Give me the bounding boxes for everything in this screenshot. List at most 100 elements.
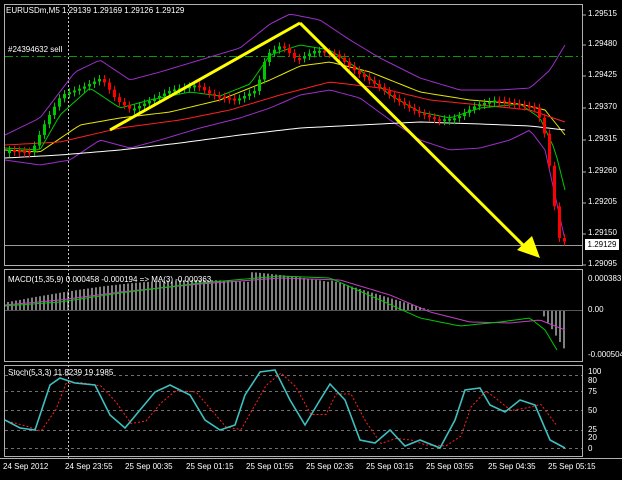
- bearish-candle: [293, 53, 296, 58]
- bearish-candle: [563, 238, 566, 242]
- bearish-candle: [228, 97, 231, 100]
- bearish-candle: [128, 105, 131, 109]
- bullish-candle: [443, 119, 446, 122]
- bullish-candle: [68, 92, 71, 95]
- bullish-candle: [238, 98, 241, 101]
- bullish-candle: [258, 79, 261, 91]
- bullish-candle: [133, 108, 136, 111]
- bearish-candle: [553, 165, 556, 207]
- bearish-candle: [323, 50, 326, 53]
- bullish-candle: [448, 118, 451, 121]
- price-label: 1.29260: [588, 166, 617, 175]
- time-label: 24 Sep 2012: [3, 462, 49, 471]
- time-label: 25 Sep 01:55: [246, 462, 294, 471]
- bearish-candle: [513, 102, 516, 105]
- time-label: 25 Sep 00:35: [125, 462, 173, 471]
- bearish-candle: [423, 113, 426, 116]
- bearish-candle: [428, 115, 431, 118]
- bearish-candle: [518, 103, 521, 106]
- stoch-title: Stoch(5,3,3) 11.8239 19.1985: [8, 368, 114, 377]
- bearish-candle: [103, 79, 106, 83]
- bullish-candle: [88, 84, 91, 87]
- bullish-candle: [278, 46, 281, 50]
- stoch-signal-line: [10, 372, 557, 447]
- stoch-main-line: [4, 369, 566, 450]
- time-label: 25 Sep 04:35: [488, 462, 536, 471]
- bullish-candle: [38, 134, 41, 146]
- bearish-candle: [393, 94, 396, 99]
- bearish-candle: [538, 107, 541, 118]
- bearish-candle: [363, 73, 366, 78]
- macd-label: -0.000504: [588, 350, 622, 359]
- bearish-candle: [118, 97, 121, 102]
- bullish-candle: [153, 98, 156, 101]
- bullish-candle: [58, 98, 61, 107]
- bullish-candle: [308, 53, 311, 56]
- price-label: 1.29425: [588, 70, 617, 79]
- current-price-tag: 1.29129: [585, 239, 619, 250]
- bearish-candle: [418, 110, 421, 114]
- bullish-candle: [458, 116, 461, 119]
- bullish-candle: [243, 96, 246, 99]
- bearish-candle: [23, 150, 26, 153]
- stoch-label: 20: [588, 433, 597, 442]
- macd-label: 0.000383: [588, 274, 622, 283]
- bullish-candle: [493, 100, 496, 103]
- bullish-candle: [273, 49, 276, 53]
- time-label: 24 Sep 23:55: [65, 462, 113, 471]
- bullish-candle: [453, 118, 456, 121]
- bullish-candle: [73, 90, 76, 93]
- stoch-label: 75: [588, 387, 597, 396]
- bullish-candle: [263, 62, 266, 80]
- bullish-candle: [98, 79, 101, 82]
- stoch-label: 0: [588, 444, 593, 453]
- macd-panel-frame: [4, 269, 583, 362]
- bearish-candle: [523, 104, 526, 107]
- time-label: 25 Sep 02:35: [306, 462, 354, 471]
- bearish-candle: [508, 101, 511, 104]
- bearish-candle: [298, 58, 301, 60]
- macd-label: 0.00: [588, 305, 604, 314]
- ma-white-line: [4, 121, 566, 159]
- bullish-candle: [43, 124, 46, 135]
- bearish-candle: [123, 102, 126, 106]
- bearish-candle: [413, 107, 416, 111]
- bearish-candle: [543, 117, 546, 134]
- bearish-candle: [498, 100, 501, 103]
- ma-red-line: [4, 81, 566, 146]
- bearish-candle: [533, 106, 536, 109]
- bearish-candle: [28, 151, 31, 154]
- bullish-candle: [488, 101, 491, 104]
- bearish-candle: [203, 87, 206, 91]
- bearish-candle: [108, 82, 111, 90]
- time-label: 25 Sep 03:15: [366, 462, 414, 471]
- price-label: 1.29515: [588, 9, 617, 18]
- bearish-candle: [198, 85, 201, 88]
- bearish-candle: [358, 70, 361, 74]
- time-label: 25 Sep 03:55: [426, 462, 474, 471]
- bullish-candle: [473, 106, 476, 110]
- macd-title: MACD(15,35,9) 0.000458 -0.000194 => MA(3…: [8, 275, 212, 284]
- bullish-candle: [158, 96, 161, 99]
- bullish-candle: [63, 93, 66, 99]
- bearish-candle: [388, 91, 391, 95]
- bullish-candle: [33, 145, 36, 152]
- time-label: 25 Sep 05:15: [548, 462, 596, 471]
- bearish-candle: [548, 133, 551, 166]
- ma-yellow-line: [4, 61, 566, 153]
- bearish-candle: [233, 98, 236, 101]
- bullish-candle: [478, 104, 481, 107]
- bearish-candle: [343, 57, 346, 62]
- bullish-candle: [193, 85, 196, 88]
- bearish-candle: [373, 80, 376, 84]
- bullish-candle: [468, 109, 471, 113]
- bearish-candle: [368, 77, 371, 81]
- bullish-candle: [483, 103, 486, 105]
- bearish-candle: [378, 83, 381, 88]
- bullish-candle: [148, 101, 151, 104]
- stoch-label: 25: [588, 425, 597, 434]
- bullish-candle: [48, 115, 51, 125]
- bearish-candle: [398, 98, 401, 102]
